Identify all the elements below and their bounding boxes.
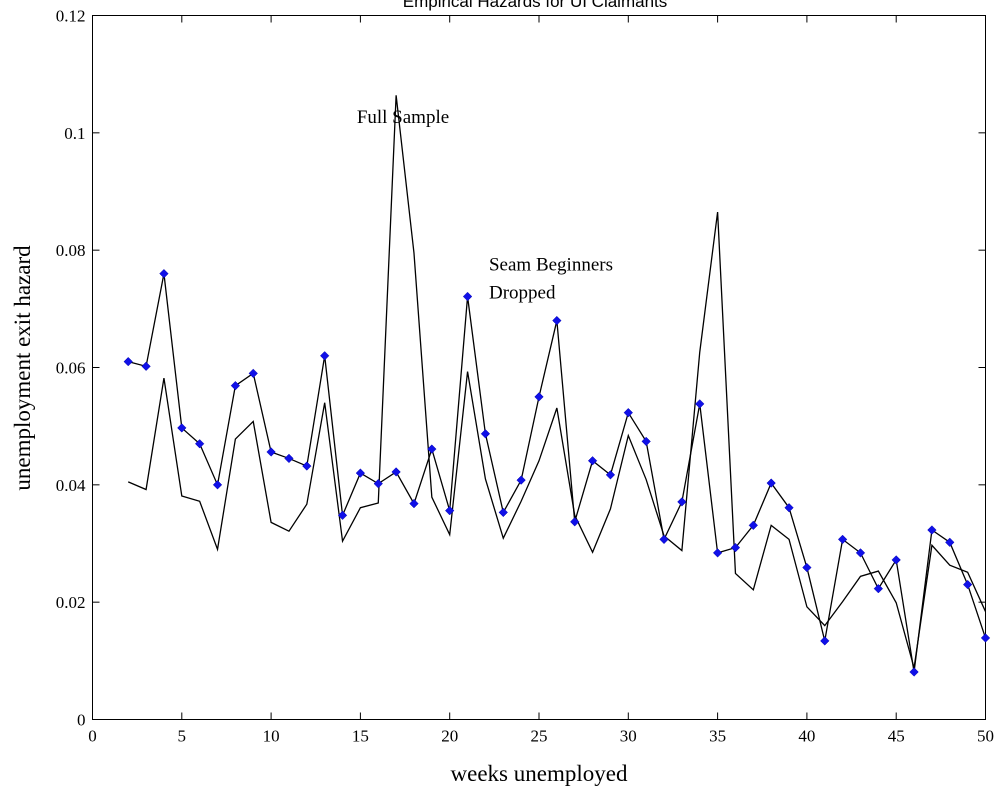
series-1-point <box>248 368 258 379</box>
series-1-point <box>712 548 723 558</box>
series-1-point <box>427 444 437 454</box>
x-tick-label: 45 <box>888 727 905 746</box>
annotations: Full Sample Seam Beginners Dropped <box>357 107 613 303</box>
x-tick-label: 15 <box>352 727 369 746</box>
annotation-label: Full Sample <box>357 107 449 128</box>
series-1-point <box>409 498 419 509</box>
series-1-point <box>480 429 491 439</box>
x-tick-label: 40 <box>798 727 815 746</box>
series-1-point <box>516 475 526 485</box>
series-1-point <box>230 381 241 391</box>
series-1-point <box>498 507 508 518</box>
x-tick-label: 50 <box>977 727 994 746</box>
x-tick-label: 20 <box>441 727 458 746</box>
series-1-point <box>623 408 633 418</box>
x-axis-label: weeks unemployed <box>451 761 628 786</box>
series-1-point <box>766 478 776 488</box>
lines-layer <box>127 95 987 673</box>
series-1-point <box>212 480 223 490</box>
series-2-line <box>127 95 987 669</box>
series-1-point <box>462 291 473 302</box>
series-1-point <box>195 439 205 449</box>
series-1-point <box>284 453 294 464</box>
series-1-point <box>837 534 848 545</box>
x-tick-label: 25 <box>531 727 548 746</box>
series-1-point <box>730 542 741 553</box>
series-1-point <box>962 579 973 590</box>
y-axis-label: unemployment exit hazard <box>10 245 35 491</box>
plot-area <box>92 15 991 720</box>
series-1-point <box>909 667 919 677</box>
series-1-point <box>802 562 812 573</box>
y-tick-label: 0 <box>77 711 86 730</box>
series-1-point <box>820 636 830 646</box>
series-1-point <box>141 361 151 371</box>
series-1-point <box>677 497 687 507</box>
ticks-layer <box>92 15 986 720</box>
y-tick-label: 0.02 <box>56 593 86 612</box>
annotation-label: Dropped <box>489 282 556 303</box>
y-tick-label: 0.08 <box>56 241 86 260</box>
series-1-point <box>641 436 651 447</box>
series-1-point <box>855 548 866 558</box>
series-1-point <box>391 467 401 477</box>
series-1-point <box>177 423 187 433</box>
series-1-point <box>784 503 794 513</box>
y-tick-label: 0.12 <box>56 7 86 26</box>
series-1-point <box>320 351 330 361</box>
chart-title: Empirical Hazards for UI Claimants <box>403 0 668 11</box>
series-1-point <box>373 479 383 489</box>
markers-layer <box>123 268 991 677</box>
y-tick-label: 0.06 <box>56 359 86 378</box>
tick-labels: 0 5 10 15 20 25 30 35 40 45 50 0 0.02 0.04 0.06 0.08 0.1… <box>56 7 994 746</box>
series-1-point <box>337 510 348 520</box>
series-1-point <box>605 470 616 480</box>
plot-frame <box>92 15 986 720</box>
series-1-point <box>659 534 669 545</box>
series-1-point <box>445 505 455 516</box>
series-1-point <box>355 468 366 478</box>
series-1-point <box>123 356 133 367</box>
x-tick-label: 10 <box>263 727 280 746</box>
series-1-point <box>927 525 937 535</box>
x-tick-label: 0 <box>88 727 97 746</box>
series-1-point <box>534 392 544 402</box>
series-1-point <box>266 447 276 457</box>
x-tick-label: 5 <box>178 727 187 746</box>
series-1-point <box>159 268 169 279</box>
series-1-point <box>570 517 580 527</box>
y-tick-label: 0.04 <box>56 476 86 495</box>
series-1-point <box>302 461 312 471</box>
x-tick-label: 35 <box>709 727 726 746</box>
series-1-point <box>873 584 883 594</box>
series-1-point <box>587 456 598 466</box>
series-1-point <box>748 520 758 530</box>
series-1-point <box>980 633 991 643</box>
x-tick-label: 30 <box>620 727 637 746</box>
series-1-point <box>945 537 955 547</box>
y-tick-label: 0.1 <box>64 124 85 143</box>
series-1-point <box>695 399 705 409</box>
series-1-line <box>128 273 987 673</box>
series-1-point <box>552 315 562 326</box>
series-1-point <box>891 555 901 565</box>
annotation-label: Seam Beginners <box>489 255 613 276</box>
